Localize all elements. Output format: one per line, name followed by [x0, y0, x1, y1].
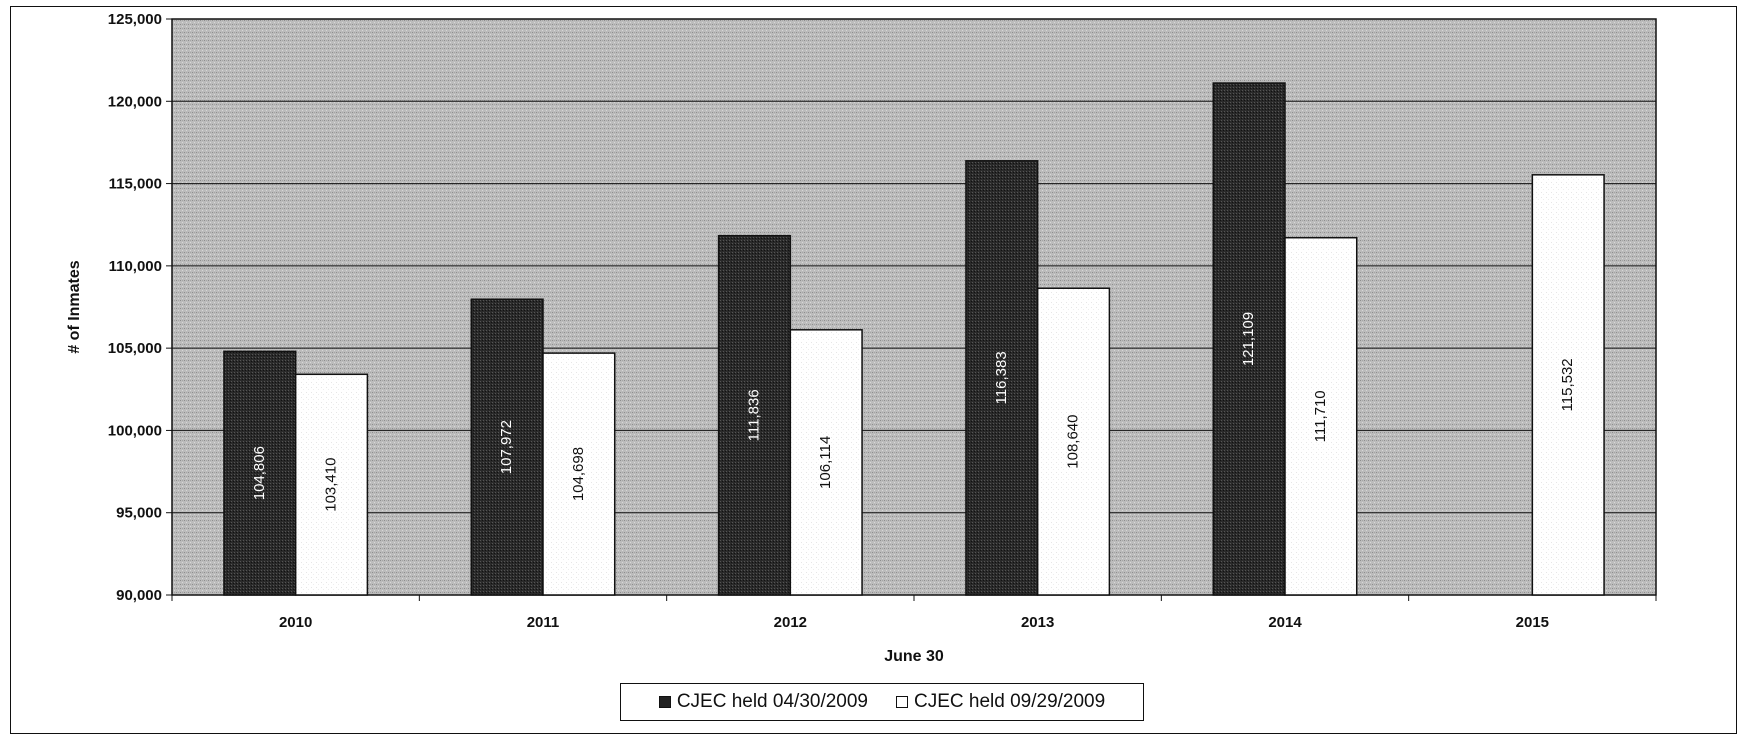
- y-tick-label: 120,000: [108, 93, 162, 110]
- x-tick-label: 2010: [279, 614, 312, 631]
- bars: 104,806 103,410 107,972 104,698 111,836 106,1…: [223, 82, 1605, 596]
- data-label: 106,114: [817, 436, 834, 489]
- x-tick-label: 2012: [774, 614, 807, 631]
- y-axis: 90,000 95,000 100,000 105,000 110,000 115,000…: [108, 11, 172, 604]
- bar-dark: [1212, 82, 1286, 596]
- data-label: 108,640: [1064, 415, 1081, 469]
- bar-white: [294, 373, 369, 596]
- x-axis-title: June 30: [884, 648, 944, 665]
- plot-area: [171, 18, 1657, 596]
- bar-dark: [223, 350, 297, 596]
- bar-white: [542, 352, 616, 596]
- data-label: 116,383: [993, 351, 1010, 404]
- data-label: 107,972: [498, 420, 515, 474]
- data-label: 111,836: [745, 389, 762, 441]
- data-label: 104,806: [251, 446, 268, 500]
- x-tick-label: 2014: [1268, 614, 1302, 631]
- bar-dark: [470, 298, 544, 596]
- data-label: 121,109: [1240, 312, 1257, 366]
- chart-frame: [10, 6, 1737, 734]
- x-tick-label: 2013: [1021, 614, 1054, 631]
- y-tick-label: 90,000: [116, 587, 162, 604]
- y-tick-label: 105,000: [108, 340, 162, 357]
- bar-dark: [965, 160, 1039, 596]
- legend: CJEC held 04/30/2009 CJEC held 09/29/200…: [620, 683, 1144, 721]
- bar-white: [1284, 236, 1358, 596]
- y-tick-label: 95,000: [116, 505, 162, 522]
- data-label: 103,410: [322, 458, 339, 512]
- bar-white: [789, 329, 863, 596]
- legend-swatch-dark: [658, 696, 671, 708]
- x-tick-label: 2015: [1516, 614, 1549, 631]
- legend-item-series-2: CJEC held 09/29/2009: [896, 691, 1105, 713]
- legend-item-series-1: CJEC held 04/30/2009: [658, 691, 868, 713]
- x-axis: 2010 2011 2012 2013 2014 2015: [171, 595, 1657, 631]
- y-axis-title: # of Inmates: [66, 260, 83, 353]
- y-tick-label: 125,000: [108, 11, 162, 28]
- data-label: 115,532: [1559, 358, 1576, 411]
- data-label: 111,710: [1312, 390, 1329, 442]
- legend-swatch-white: [896, 696, 908, 708]
- y-tick-label: 115,000: [109, 176, 162, 193]
- bar-white: [1531, 174, 1605, 596]
- data-label: 104,698: [570, 447, 587, 501]
- y-tick-label: 100,000: [108, 422, 162, 439]
- y-tick-label: 110,000: [109, 258, 162, 275]
- legend-label-series-1: CJEC held 04/30/2009: [676, 691, 868, 712]
- bar-dark: [717, 234, 792, 596]
- x-tick-label: 2011: [527, 614, 560, 631]
- bar-white: [1036, 287, 1111, 596]
- legend-label-series-2: CJEC held 09/29/2009: [914, 691, 1106, 712]
